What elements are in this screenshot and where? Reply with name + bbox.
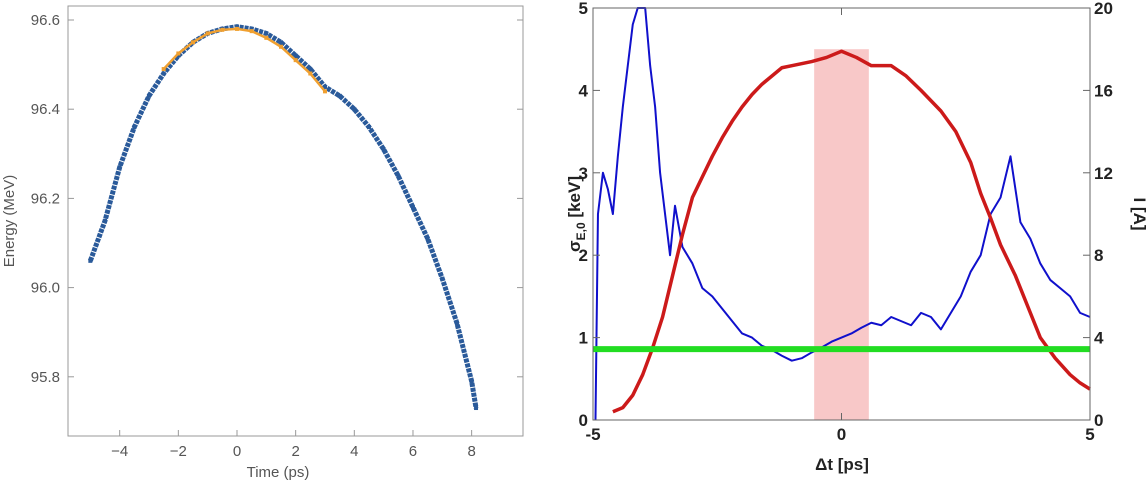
fit-point [205,31,210,36]
measured-point [147,93,152,98]
fit-point [249,29,254,34]
measured-energy-points [88,24,479,409]
measured-point [454,321,459,326]
measured-point [337,93,342,98]
left-y-tick-label: 96.2 [31,190,60,207]
left-x-axis-label: Time (ps) [247,464,310,481]
highlight-band [814,49,869,420]
measured-point [425,236,430,241]
left-plot-frame [67,5,524,437]
measured-point [161,71,166,76]
fit-point [293,58,298,63]
right-right-y-tick-label: 20 [1094,0,1113,18]
right-right-y-tick-label: 0 [1094,411,1103,430]
measured-point [410,205,415,210]
measured-point [396,174,401,179]
left-y-tick-label: 96.6 [31,12,60,29]
right-left-y-tick-label: 3 [579,164,588,183]
fit-point [235,26,239,31]
measured-point [117,165,122,170]
measured-point [474,406,479,411]
fit-point [220,27,225,32]
right-right-y-axis-label: I [A] [1130,197,1146,230]
right-right-y-tick-label: 12 [1094,164,1113,183]
measured-point [352,107,357,112]
right-x-tick-label: 5 [1085,425,1094,444]
fit-point [278,44,283,49]
right-left-y-tick-label: 5 [579,0,588,18]
fit-point [176,51,181,56]
left-x-tick-label: 4 [350,443,358,460]
measured-point [366,125,371,130]
current-line [612,49,1091,414]
measured-point [235,24,239,29]
measured-point [440,276,445,281]
measured-point [264,31,269,36]
measured-point [132,125,137,130]
right-right-y-tick-label: 4 [1094,329,1104,348]
measured-point [293,53,298,58]
measured-point [278,40,283,45]
left-y-tick-label: 95.8 [31,369,60,386]
measured-point [176,53,181,58]
measured-point [88,258,93,263]
measured-point [103,218,108,223]
fit-curve [162,27,326,93]
right-left-y-axis-label: σE,0 [keV] [565,176,588,252]
left-x-tick-label: 8 [467,443,475,460]
right-left-y-tick-label: 0 [579,411,588,430]
right-right-y-tick-label: 16 [1094,81,1113,100]
left-y-axis-label: Energy (MeV) [1,175,18,268]
fit-point [191,40,196,45]
right-left-y-tick-label: 1 [579,329,588,348]
fit-point [264,35,269,40]
measured-point [469,379,474,384]
left-x-tick-label: 0 [233,443,241,460]
fit-point [322,89,327,94]
measured-point [249,26,254,31]
fit-point [161,67,166,72]
left-x-tick-label: −2 [170,443,187,460]
right-right-y-tick-label: 8 [1094,246,1103,265]
left-x-tick-label: −4 [111,443,128,460]
left-y-tick-label: 96.4 [31,101,60,118]
right-x-tick-label: -5 [585,425,600,444]
left-y-tick-label: 96.0 [31,280,60,297]
measured-point [381,147,386,152]
right-left-y-tick-label: 2 [579,246,588,265]
fit-point [308,71,313,76]
left-x-tick-label: 2 [291,443,299,460]
measured-point [308,67,313,72]
right-left-y-tick-label: 4 [579,81,589,100]
measured-point [322,84,327,89]
left-x-tick-label: 6 [409,443,417,460]
right-x-tick-label: 0 [837,425,846,444]
right-x-axis-label: Δt [ps] [815,455,869,474]
energy-chart: −4 −2 0 2 4 6 895.896.096.296.496.6 Time (ps) … [1,5,524,481]
